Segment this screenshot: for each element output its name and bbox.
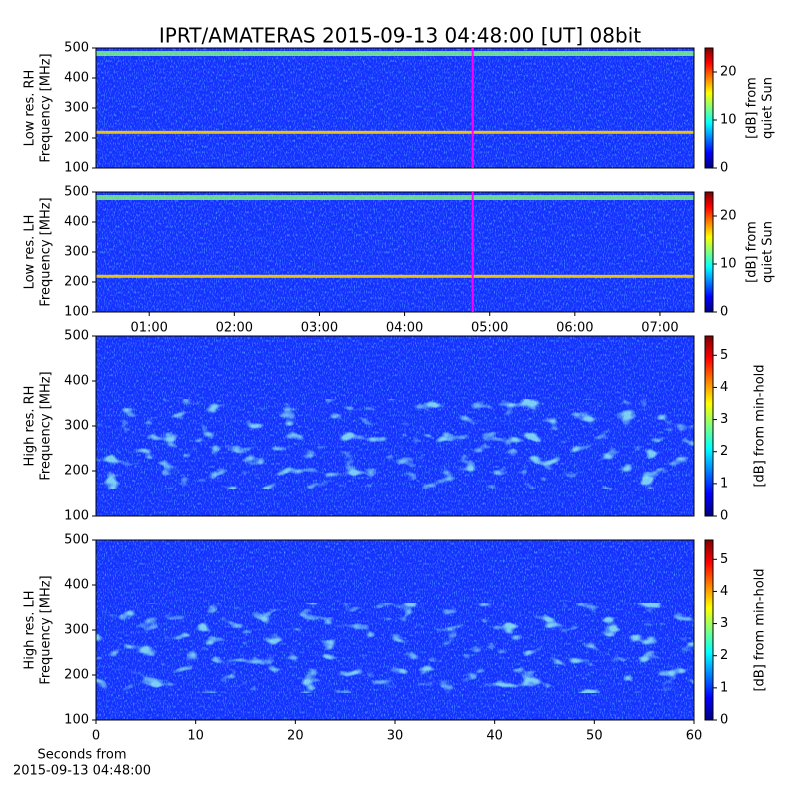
colorbar-tick-label: 10 xyxy=(720,113,737,128)
colorbar-tick-label: 10 xyxy=(720,257,737,272)
x-axis-label: Seconds from xyxy=(37,748,126,763)
y-tick-label: 300 xyxy=(64,101,89,116)
colorbar-tick-label: 5 xyxy=(720,348,728,363)
colorbar-tick-label: 3 xyxy=(720,616,728,631)
y-tick-label: 500 xyxy=(64,533,89,548)
band xyxy=(96,51,694,56)
x-tick-label: 03:00 xyxy=(301,321,338,336)
y-tick-label: 200 xyxy=(64,275,89,290)
y-axis-label: Low res. LH xyxy=(23,215,38,290)
x-tick-label: 0 xyxy=(92,729,100,744)
colorbar-tick-label: 2 xyxy=(720,648,728,663)
x-tick-label: 01:00 xyxy=(130,321,167,336)
y-tick-label: 200 xyxy=(64,131,89,146)
y-tick-label: 300 xyxy=(64,419,89,434)
colorbar-tick-label: 0 xyxy=(720,713,728,728)
y-tick-label: 100 xyxy=(64,713,89,728)
spectrogram-bursts xyxy=(96,603,694,693)
y-tick-label: 200 xyxy=(64,668,89,683)
colorbar xyxy=(704,191,714,313)
colorbar-label: [dB] from xyxy=(745,221,760,283)
y-axis-label: Frequency [MHz] xyxy=(39,371,54,480)
y-tick-label: 400 xyxy=(64,374,89,389)
x-tick-label: 10 xyxy=(187,729,204,744)
band xyxy=(96,274,694,278)
x-axis-label: 2015-09-13 04:48:00 xyxy=(13,764,151,779)
y-axis-label: Frequency [MHz] xyxy=(39,575,54,684)
colorbar-tick-label: 0 xyxy=(720,305,728,320)
colorbar-label: [dB] from min-hold xyxy=(753,364,768,487)
y-tick-label: 400 xyxy=(64,215,89,230)
y-axis-label: Frequency [MHz] xyxy=(39,197,54,306)
x-tick-label: 02:00 xyxy=(216,321,253,336)
colorbar-label: [dB] from xyxy=(745,77,760,139)
y-tick-label: 300 xyxy=(64,245,89,260)
colorbar-tick-label: 4 xyxy=(720,584,728,599)
colorbar-tick-label: 3 xyxy=(720,412,728,427)
chart-title: IPRT/AMATERAS 2015-09-13 04:48:00 [UT] 0… xyxy=(159,24,641,48)
y-tick-label: 300 xyxy=(64,623,89,638)
x-tick-label: 04:00 xyxy=(386,321,423,336)
colorbar-tick-label: 4 xyxy=(720,380,728,395)
colorbar xyxy=(704,335,714,517)
x-tick-label: 30 xyxy=(387,729,404,744)
y-tick-label: 500 xyxy=(64,185,89,200)
colorbar-tick-label: 5 xyxy=(720,552,728,567)
x-tick-label: 40 xyxy=(486,729,503,744)
colorbar-tick-label: 20 xyxy=(720,209,737,224)
colorbar-tick-label: 1 xyxy=(720,680,728,695)
colorbar xyxy=(704,47,714,169)
x-tick-label: 50 xyxy=(586,729,603,744)
y-tick-label: 200 xyxy=(64,464,89,479)
spectrogram-bursts xyxy=(96,399,694,489)
x-tick-label: 05:00 xyxy=(471,321,508,336)
x-tick-label: 07:00 xyxy=(641,321,678,336)
y-tick-label: 500 xyxy=(64,329,89,344)
x-tick-label: 20 xyxy=(287,729,304,744)
colorbar-tick-label: 0 xyxy=(720,161,728,176)
colorbar-label: [dB] from min-hold xyxy=(753,568,768,691)
colorbar-label: quiet Sun xyxy=(761,221,776,283)
colorbar-tick-label: 1 xyxy=(720,476,728,491)
colorbar-label: quiet Sun xyxy=(761,77,776,139)
band xyxy=(96,195,694,200)
colorbar-tick-label: 0 xyxy=(720,509,728,524)
y-axis-label: High res. LH xyxy=(23,590,38,669)
y-tick-label: 500 xyxy=(64,41,89,56)
y-tick-label: 400 xyxy=(64,71,89,86)
y-tick-label: 100 xyxy=(64,161,89,176)
x-tick-label: 06:00 xyxy=(556,321,593,336)
y-tick-label: 400 xyxy=(64,578,89,593)
y-axis-label: Low res. RH xyxy=(23,70,38,147)
colorbar-tick-label: 2 xyxy=(720,444,728,459)
spectrogram-noise xyxy=(96,48,694,168)
x-tick-label: 60 xyxy=(686,729,703,744)
colorbar xyxy=(704,539,714,721)
band xyxy=(96,130,694,134)
spectrogram-noise xyxy=(96,192,694,312)
y-tick-label: 100 xyxy=(64,305,89,320)
y-axis-label: Frequency [MHz] xyxy=(39,53,54,162)
colorbar-tick-label: 20 xyxy=(720,65,737,80)
y-axis-label: High res. RH xyxy=(23,386,38,467)
y-tick-label: 100 xyxy=(64,509,89,524)
